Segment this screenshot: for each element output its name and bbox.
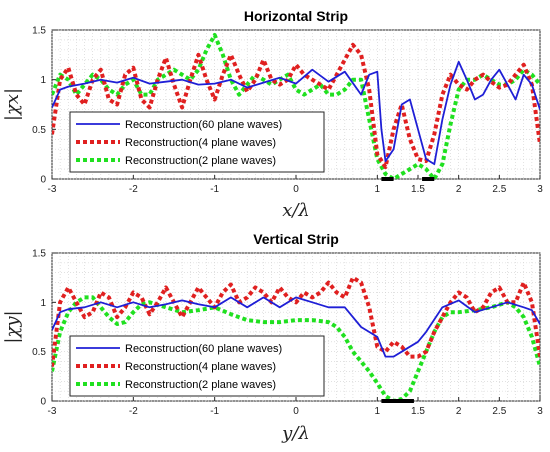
x-tick-label: -2	[129, 406, 138, 417]
chart-title: Vertical Strip	[253, 231, 339, 247]
x-tick-label: 1	[375, 184, 381, 195]
x-tick-label: 2	[456, 184, 462, 195]
x-tick-label: 3	[537, 406, 543, 417]
legend-label-1: Reconstruction(4 plane waves)	[125, 137, 276, 149]
x-tick-label: 1	[375, 406, 381, 417]
x-tick-label: 0	[293, 406, 299, 417]
x-tick-label: -3	[48, 184, 57, 195]
x-axis-label: x/λ	[282, 200, 310, 221]
chart-panel-0: Horizontal Strip -3 -2 -1 0 1 1.5 2 2.5 3 0 0.5 1 1.5…	[2, 8, 543, 221]
x-tick-label: 0	[293, 184, 299, 195]
x-tick-label: 2.5	[492, 406, 506, 417]
x-tick-label: 2.5	[492, 184, 506, 195]
x-tick-label: 3	[537, 184, 543, 195]
y-axis-label: |χx|	[2, 88, 23, 121]
legend-label-0: Reconstruction(60 plane waves)	[125, 343, 282, 355]
x-tick-label: -3	[48, 406, 57, 417]
series-line-1	[52, 42, 540, 170]
y-axis-label: |χy|	[2, 310, 23, 343]
legend-label-0: Reconstruction(60 plane waves)	[125, 119, 282, 131]
y-tick-label: 0	[40, 397, 46, 408]
y-tick-label: 1.5	[32, 249, 46, 260]
x-tick-label: 1.5	[411, 184, 425, 195]
y-tick-label: 0.5	[32, 125, 46, 136]
chart-title: Horizontal Strip	[244, 8, 348, 24]
series-line-2	[52, 295, 540, 401]
legend-label-2: Reconstruction(2 plane waves)	[125, 155, 276, 167]
legend: Reconstruction(60 plane waves) Reconstruc…	[69, 335, 325, 397]
y-tick-label: 1	[40, 298, 46, 309]
legend: Reconstruction(60 plane waves) Reconstruc…	[69, 111, 325, 173]
series-line-2	[52, 33, 540, 179]
x-axis-label: y/λ	[281, 423, 310, 444]
x-tick-label: -2	[129, 184, 138, 195]
x-tick-label: -1	[210, 184, 219, 195]
y-tick-label: 1.5	[32, 26, 46, 37]
legend-label-2: Reconstruction(2 plane waves)	[125, 379, 276, 391]
y-tick-label: 0.5	[32, 347, 46, 358]
y-tick-label: 1	[40, 75, 46, 86]
series-line-1	[52, 275, 540, 367]
legend-label-1: Reconstruction(4 plane waves)	[125, 361, 276, 373]
x-tick-label: -1	[210, 406, 219, 417]
x-tick-label: 1.5	[411, 406, 425, 417]
y-tick-label: 0	[40, 175, 46, 186]
chart-panel-1: Vertical Strip -3 -2 -1 0 1 1.5 2 2.5 3 0 0.5 1 1.5 y/…	[2, 231, 543, 444]
series-line-0	[52, 60, 540, 166]
series-line-0	[52, 296, 540, 358]
x-tick-label: 2	[456, 406, 462, 417]
